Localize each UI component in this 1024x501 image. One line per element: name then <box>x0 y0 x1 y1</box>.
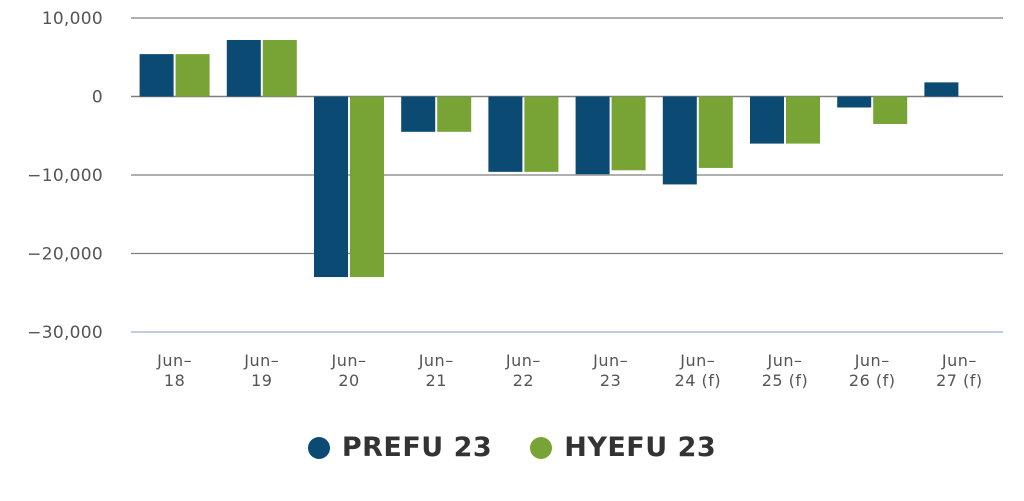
x-tick-label: 22 <box>513 371 534 390</box>
legend-item-prefu: PREFU 23 <box>307 432 493 463</box>
bar-prefu-6 <box>662 96 697 185</box>
bar-hyefu-2 <box>350 96 384 278</box>
bar-prefu-4 <box>488 96 523 172</box>
x-tick-label: Jun– <box>767 351 803 370</box>
x-tick-label: Jun– <box>418 351 454 370</box>
x-tick-label: Jun– <box>505 351 541 370</box>
legend-item-hyefu: HYEFU 23 <box>530 432 716 463</box>
y-tick-label: 10,000 <box>42 9 103 29</box>
x-tick-label: 20 <box>338 371 359 390</box>
x-axis: Jun–18Jun–19Jun–20Jun–21Jun–22Jun–23Jun–… <box>156 351 983 390</box>
bar-hyefu-8 <box>873 96 908 124</box>
y-axis: 10,000 0 −10,000 −20,000 −30,000 <box>27 9 103 343</box>
bars <box>139 39 959 278</box>
bar-hyefu-4 <box>524 96 559 172</box>
x-tick-label: 19 <box>251 371 272 390</box>
bar-prefu-2 <box>314 96 348 278</box>
legend: PREFU 23 HYEFU 23 <box>0 432 1024 463</box>
x-tick-label: 23 <box>600 371 621 390</box>
legend-marker-hyefu <box>530 436 553 459</box>
bar-hyefu-7 <box>786 96 820 144</box>
x-tick-label: Jun– <box>592 351 628 370</box>
legend-label-prefu: PREFU 23 <box>341 432 493 463</box>
bar-prefu-0 <box>139 54 174 97</box>
bar-prefu-7 <box>750 96 784 144</box>
x-tick-label: Jun– <box>243 351 279 370</box>
x-tick-label: 21 <box>426 371 447 390</box>
x-tick-label: 25 (f) <box>762 371 809 390</box>
x-tick-label: Jun– <box>679 351 715 370</box>
x-tick-label: Jun– <box>854 351 890 370</box>
bar-prefu-1 <box>226 39 261 97</box>
x-tick-label: 24 (f) <box>675 371 722 390</box>
bar-hyefu-6 <box>698 96 733 168</box>
bar-prefu-3 <box>401 96 436 132</box>
bar-hyefu-1 <box>262 39 297 97</box>
bar-hyefu-3 <box>437 96 472 132</box>
bar-prefu-5 <box>575 96 610 175</box>
legend-label-hyefu: HYEFU 23 <box>564 432 717 463</box>
x-tick-label: 26 (f) <box>849 371 896 390</box>
x-tick-label: 27 (f) <box>936 371 983 390</box>
y-tick-label: −10,000 <box>27 166 103 186</box>
legend-marker-prefu <box>307 436 330 459</box>
bar-prefu-8 <box>837 96 872 108</box>
y-tick-label: −30,000 <box>27 323 103 343</box>
x-tick-label: Jun– <box>941 351 977 370</box>
x-tick-label: Jun– <box>156 351 192 370</box>
gridlines <box>131 17 1003 333</box>
x-tick-label: Jun– <box>331 351 367 370</box>
y-tick-label: 0 <box>92 88 103 108</box>
y-tick-label: −20,000 <box>27 245 103 265</box>
x-tick-label: 18 <box>164 371 185 390</box>
bar-hyefu-5 <box>611 96 646 171</box>
bar-hyefu-0 <box>175 54 210 97</box>
bar-prefu-9 <box>924 82 959 97</box>
